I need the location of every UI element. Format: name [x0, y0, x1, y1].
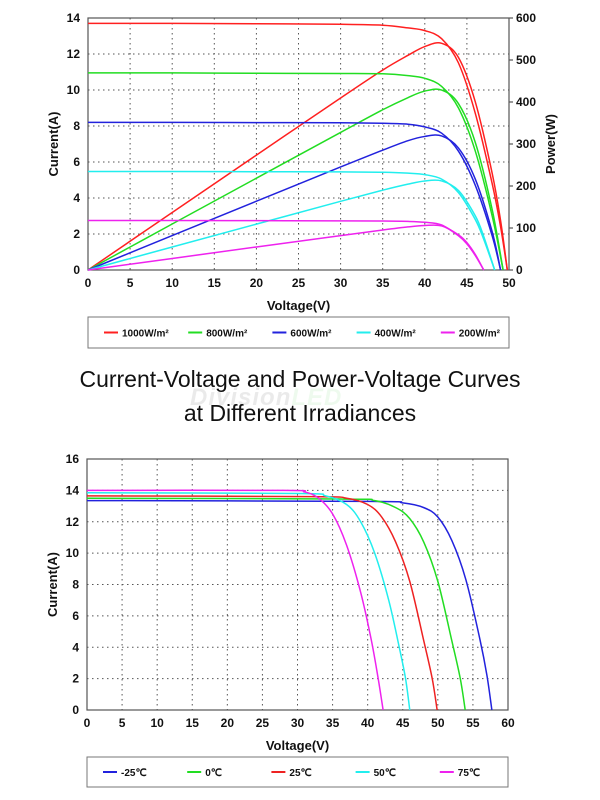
x-tick-label: 25 [256, 716, 270, 730]
legend-label-0: -25℃ [121, 768, 147, 779]
y2-tick-label: 300 [516, 137, 536, 151]
x-tick-label: 30 [334, 276, 348, 290]
legend-label-1: 0℃ [205, 768, 222, 779]
x-tick-label: 35 [376, 276, 390, 290]
x-tick-label: 5 [127, 276, 134, 290]
x-tick-label: 20 [250, 276, 264, 290]
x-tick-label: 45 [460, 276, 474, 290]
y-tick-label: 8 [73, 119, 80, 133]
x-tick-label: 55 [466, 716, 480, 730]
y-tick-label: 10 [66, 546, 80, 560]
iv-curve-0 [86, 499, 493, 711]
x-tick-label: 0 [85, 276, 92, 290]
pv-curve-2 [87, 134, 502, 271]
iv-curve-2 [86, 495, 438, 711]
iv-curve-4 [86, 489, 384, 711]
y-tick-label: 0 [73, 263, 80, 277]
x-tick-label: 40 [361, 716, 375, 730]
x-tick-label: 10 [150, 716, 164, 730]
legend-label-1: 800W/m² [206, 329, 248, 340]
y2-tick-label: 0 [516, 263, 523, 277]
y-tick-label: 6 [72, 609, 79, 623]
y2-tick-label: 100 [516, 221, 536, 235]
x-tick-label: 40 [418, 276, 432, 290]
x-axis-label: Voltage(V) [266, 738, 329, 753]
pv-curve-4 [87, 224, 485, 271]
y-tick-label: 2 [73, 227, 80, 241]
legend-label-3: 50℃ [374, 768, 396, 779]
legend-label-4: 75℃ [458, 768, 480, 779]
x-tick-label: 35 [326, 716, 340, 730]
irradiance-iv-pv-chart: 0 5 10 15 20 25 30 35 40 45 5002468101214010020030… [46, 11, 558, 349]
y-tick-label: 4 [73, 191, 80, 205]
iv-curve-3 [87, 170, 496, 271]
legend-label-4: 200W/m² [459, 329, 501, 340]
y-tick-label: 10 [67, 83, 81, 97]
iv-curve-3 [86, 491, 411, 711]
iv-curve-0 [87, 22, 509, 271]
y2-axis-label: Power(W) [543, 114, 558, 174]
x-tick-label: 10 [166, 276, 180, 290]
x-tick-label: 25 [292, 276, 306, 290]
y-tick-label: 12 [67, 47, 81, 61]
iv-curve-4 [87, 219, 485, 271]
legend-label-2: 25℃ [289, 768, 311, 779]
x-tick-label: 15 [208, 276, 222, 290]
legend-box [87, 316, 510, 349]
y2-tick-label: 500 [516, 53, 536, 67]
x-tick-label: 45 [396, 716, 410, 730]
y-tick-label: 12 [66, 515, 80, 529]
iv-curve-2 [87, 121, 502, 271]
y2-tick-label: 600 [516, 11, 536, 25]
y2-tick-label: 200 [516, 179, 536, 193]
y-tick-label: 8 [72, 578, 79, 592]
watermark-logo: DivisionLED [190, 384, 343, 411]
x-tick-label: 0 [84, 716, 91, 730]
plot-frame [87, 17, 510, 271]
legend-label-2: 600W/m² [290, 329, 332, 340]
y-tick-label: 2 [72, 672, 79, 686]
legend-box [86, 756, 509, 788]
x-tick-label: 5 [119, 716, 126, 730]
temperature-iv-chart: 0 5 10 15 20 25 30 35 40 45 50 55 60 0 2 4 6 8 10 12 14 16 Vol… [45, 452, 515, 788]
legend-label-3: 400W/m² [375, 329, 417, 340]
chart-title-line1: Current-Voltage and Power-Voltage Curves [79, 366, 521, 392]
y-axis-label: Current(A) [46, 112, 61, 177]
x-tick-label: 20 [221, 716, 235, 730]
pv-curve-1 [87, 88, 504, 271]
plot-frame [86, 458, 509, 711]
x-axis-label: Voltage(V) [267, 298, 330, 313]
y2-tick-label: 400 [516, 95, 536, 109]
x-tick-label: 60 [501, 716, 515, 730]
y-tick-label: 16 [66, 452, 80, 466]
x-tick-label: 50 [502, 276, 516, 290]
y-tick-label: 14 [66, 483, 80, 497]
iv-curve-1 [87, 72, 504, 271]
x-tick-label: 15 [186, 716, 200, 730]
y-tick-label: 6 [73, 155, 80, 169]
y-tick-label: 14 [67, 11, 81, 25]
legend-label-0: 1000W/m² [122, 329, 169, 340]
y-tick-label: 0 [72, 703, 79, 717]
x-tick-label: 50 [431, 716, 445, 730]
pv-curve-0 [87, 42, 509, 271]
x-tick-label: 30 [291, 716, 305, 730]
chart-title-line2: at Different Irradiances [183, 400, 417, 426]
pv-curve-3 [87, 179, 496, 271]
y-tick-label: 4 [72, 640, 79, 654]
y-axis-label: Current(A) [45, 552, 60, 617]
